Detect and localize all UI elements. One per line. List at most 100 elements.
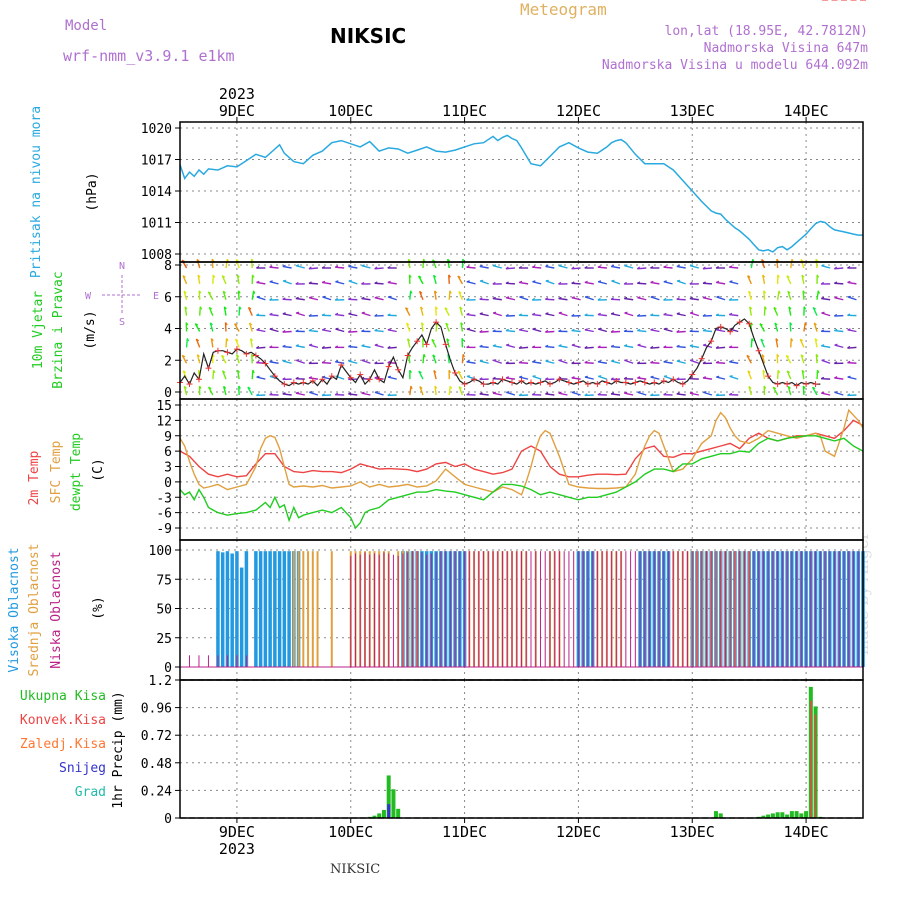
wind-arrow (532, 313, 542, 317)
wind-arrow-head (374, 361, 378, 364)
wind-arrow-head (269, 280, 273, 283)
wind-arrow-head (466, 280, 470, 283)
wind-arrow-head (309, 391, 313, 393)
wind-arrow-head (821, 344, 825, 347)
wind-arrow-head (419, 386, 423, 389)
wind-arrow (335, 266, 345, 269)
wind-arrow-head (650, 295, 654, 298)
wind-arrow (308, 329, 318, 333)
wind-arrow (801, 274, 805, 285)
cloud-mid-bar (297, 551, 300, 667)
wind-arrow-head (847, 360, 851, 364)
wind-arrow (676, 330, 686, 333)
wind-arrow (335, 281, 345, 285)
wind-arrow-head (418, 370, 422, 374)
wind-arrow-head (466, 360, 470, 363)
wind-arrow (624, 264, 634, 269)
wind-arrow-head (186, 338, 190, 342)
precip-tick-label: 0.72 (141, 729, 172, 744)
wind-arrow (407, 259, 411, 269)
wind-arrow-head (531, 392, 536, 396)
wind-arrow (558, 345, 568, 349)
wind-arrow-head (348, 264, 352, 267)
wind-arrow (716, 361, 726, 364)
wind-arrow-head (211, 258, 215, 262)
wind-arrow-head (676, 377, 680, 380)
wind-arrow (374, 344, 384, 349)
wind-arrow-head (460, 322, 464, 326)
wind-arrow-head (715, 265, 719, 269)
wind-arrow-head (223, 306, 227, 310)
wind-arrow-head (715, 313, 720, 316)
wind-arrow (545, 360, 555, 364)
wind-arrow-head (778, 290, 781, 294)
wind-arrow-head (611, 312, 615, 315)
wind-arrow (256, 376, 266, 380)
wind-arrow-head (432, 354, 436, 358)
temperature-tick-label: 0 (164, 476, 172, 491)
wind-arrow (247, 386, 253, 396)
wind-arrow-head (321, 345, 325, 349)
wind-arrow-head (847, 328, 851, 331)
wind-arrow (611, 360, 621, 364)
precip-bar-ukupna-kisa (775, 812, 780, 818)
top-day-label: 12DEC (556, 102, 601, 120)
wind-arrow-head (518, 345, 522, 349)
wind-arrow-head (597, 280, 602, 283)
wind-arrow (815, 354, 818, 364)
wind-arrow-head (610, 377, 614, 380)
wind-arrow-head (820, 376, 825, 380)
wind-arrow-head (610, 329, 614, 333)
wind-arrow (431, 259, 437, 269)
wind-arrow (834, 297, 844, 301)
wind-arrow-head (584, 393, 588, 396)
wind-arrow (545, 280, 555, 285)
wind-arrow-head (571, 391, 576, 393)
wind-arrow-head (374, 281, 378, 284)
wind-arrow (458, 386, 464, 396)
wind-arrow-head (747, 370, 751, 374)
wind-arrow-head (748, 290, 752, 294)
wind-arrow (322, 329, 332, 333)
wind-arrow-head (321, 280, 326, 284)
wind-arrow (434, 290, 437, 300)
wind-arrow-head (677, 279, 681, 282)
wind-arrow-head (518, 393, 522, 396)
wind-arrow-head (775, 338, 779, 342)
cloud-high-bar (254, 551, 258, 667)
wind-arrow-head (584, 360, 588, 364)
wind-arrow-head (814, 338, 818, 342)
wind-arrow (418, 291, 424, 301)
wind-arrow (212, 370, 215, 380)
wind-arrow-head (558, 264, 562, 267)
wind-unit-label: (m/s) (83, 310, 98, 349)
wind-arrow (558, 264, 568, 269)
wind-arrow (256, 296, 266, 301)
wind-arrow-head (334, 265, 339, 268)
wind-arrow-head (492, 344, 496, 347)
wind-arrow-head (221, 354, 225, 358)
coordinates-label: lon,lat (18.95E, 42.7812N) (664, 24, 869, 39)
wind-arrow-head (237, 369, 241, 373)
wind-arrow-head (335, 312, 339, 316)
wind-arrow (799, 338, 805, 348)
precip-bar-ukupna-kisa (386, 775, 391, 818)
temp-unit-label: (C) (91, 458, 106, 481)
wind-arrow (748, 290, 753, 300)
wind-arrow-head (624, 264, 628, 267)
wind-arrow-head (361, 281, 365, 285)
wind-arrow-head (689, 329, 693, 332)
wind-arrow-head (834, 376, 838, 379)
wind-arrow (650, 346, 660, 349)
wind-arrow-head (764, 306, 767, 310)
wind-arrow (492, 264, 502, 269)
wind-arrow-head (199, 306, 203, 310)
precip-tick-label: 0.24 (141, 784, 172, 799)
wind-arrow (335, 361, 345, 364)
wind-arrow (419, 386, 424, 396)
wind-arrow (571, 282, 581, 285)
wind-arrow (387, 376, 397, 380)
wind-arrow-head (198, 290, 202, 294)
wind-arrow (348, 330, 358, 333)
cloud-tick-label: 25 (156, 632, 172, 647)
